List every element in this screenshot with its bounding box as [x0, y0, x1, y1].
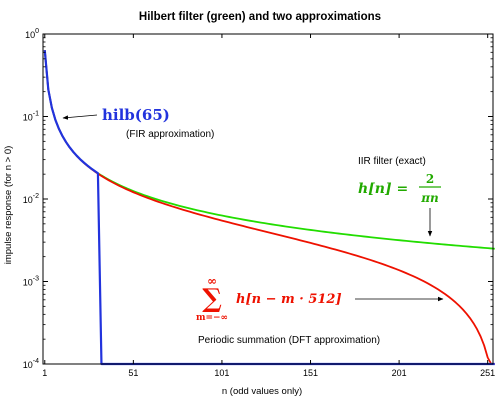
y-tick-label: 10-3 — [23, 276, 39, 288]
iir-formula-denominator: πn — [420, 191, 439, 205]
fir-label: hilb(65) — [102, 106, 170, 124]
x-tick-label: 151 — [303, 368, 318, 378]
iir-formula-lhs: h[n] = — [358, 181, 408, 197]
sum-body: h[n − m · 512] — [236, 292, 342, 307]
x-tick-label: 51 — [128, 368, 138, 378]
x-axis-label: n (odd values only) — [222, 386, 302, 397]
series-line-iir — [43, 50, 495, 250]
series-line-periodic — [43, 50, 495, 365]
x-tick-label: 201 — [392, 368, 407, 378]
sum-lower-limit: m=−∞ — [196, 313, 228, 323]
y-tick-label: 10-4 — [23, 358, 39, 370]
y-tick-label: 10-1 — [23, 111, 39, 123]
fir-pointer-line — [62, 114, 98, 120]
periodic-note: Periodic summation (DFT approximation) — [198, 335, 380, 346]
plot-area — [43, 50, 495, 366]
sum-symbol: ∑ — [202, 284, 222, 314]
sum-upper-limit: ∞ — [207, 274, 217, 288]
iir-formula-numerator: 2 — [426, 172, 434, 186]
fir-note: (FIR approximation) — [126, 129, 214, 140]
y-tick-label: 10-2 — [23, 193, 39, 205]
x-tick-label: 1 — [42, 368, 47, 378]
x-tick-label: 251 — [480, 368, 495, 378]
chart-title: Hilbert filter (green) and two approxima… — [139, 11, 381, 23]
y-tick-label: 100 — [25, 28, 39, 40]
x-tick-label: 101 — [214, 368, 229, 378]
y-axis-label: impulse response (for n > 0) — [3, 146, 14, 265]
iir-note: IIR filter (exact) — [358, 156, 426, 167]
series-line-fir — [43, 50, 495, 366]
